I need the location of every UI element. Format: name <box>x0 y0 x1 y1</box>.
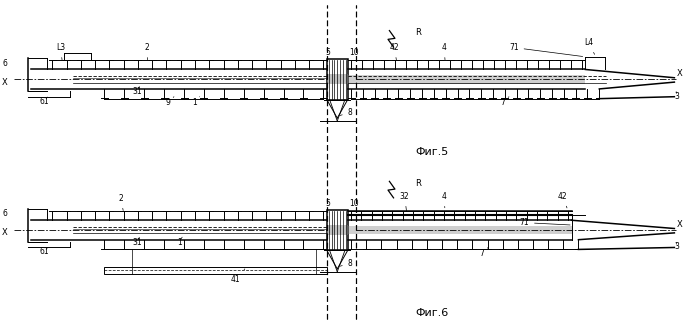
Text: 41: 41 <box>231 269 245 284</box>
Text: 31: 31 <box>132 237 142 247</box>
Text: 1: 1 <box>192 97 200 108</box>
Text: 4: 4 <box>442 43 447 60</box>
Text: 4: 4 <box>442 192 447 208</box>
Text: 71: 71 <box>519 218 570 227</box>
Text: 2: 2 <box>144 43 149 60</box>
Text: X: X <box>2 228 8 237</box>
Text: 7: 7 <box>500 97 509 108</box>
Text: 5: 5 <box>325 198 330 208</box>
Bar <box>327 225 348 235</box>
Text: 1: 1 <box>177 237 182 247</box>
Text: R: R <box>415 28 421 37</box>
Bar <box>348 75 586 84</box>
Text: 6: 6 <box>3 209 8 218</box>
Text: 2: 2 <box>119 194 123 211</box>
Text: 6: 6 <box>3 59 8 68</box>
Text: 9: 9 <box>165 97 174 108</box>
Text: 32: 32 <box>400 192 410 211</box>
Text: 42: 42 <box>558 192 567 208</box>
Text: 71: 71 <box>509 43 583 57</box>
Text: 61: 61 <box>40 96 50 106</box>
Text: Фиг.5: Фиг.5 <box>416 147 449 157</box>
Text: 42: 42 <box>389 43 399 60</box>
Text: 3: 3 <box>674 242 679 251</box>
Text: Фиг.6: Фиг.6 <box>416 308 449 318</box>
Text: 8: 8 <box>340 108 352 117</box>
Text: 61: 61 <box>40 247 50 256</box>
Text: 31: 31 <box>132 87 142 96</box>
Text: 5: 5 <box>325 48 330 57</box>
Bar <box>327 59 348 100</box>
Text: X: X <box>2 77 8 87</box>
Bar <box>327 74 348 84</box>
Text: X: X <box>676 220 682 229</box>
Text: L4: L4 <box>584 38 595 54</box>
Text: 8: 8 <box>340 259 352 268</box>
Text: 10: 10 <box>349 48 359 57</box>
Text: L3: L3 <box>56 43 65 60</box>
Text: X: X <box>676 69 682 78</box>
Bar <box>105 267 327 274</box>
Text: R: R <box>415 179 421 188</box>
Bar <box>348 226 572 234</box>
Text: 7: 7 <box>480 248 488 258</box>
Bar <box>327 210 348 250</box>
Text: 3: 3 <box>674 92 679 101</box>
Text: 10: 10 <box>349 198 359 208</box>
